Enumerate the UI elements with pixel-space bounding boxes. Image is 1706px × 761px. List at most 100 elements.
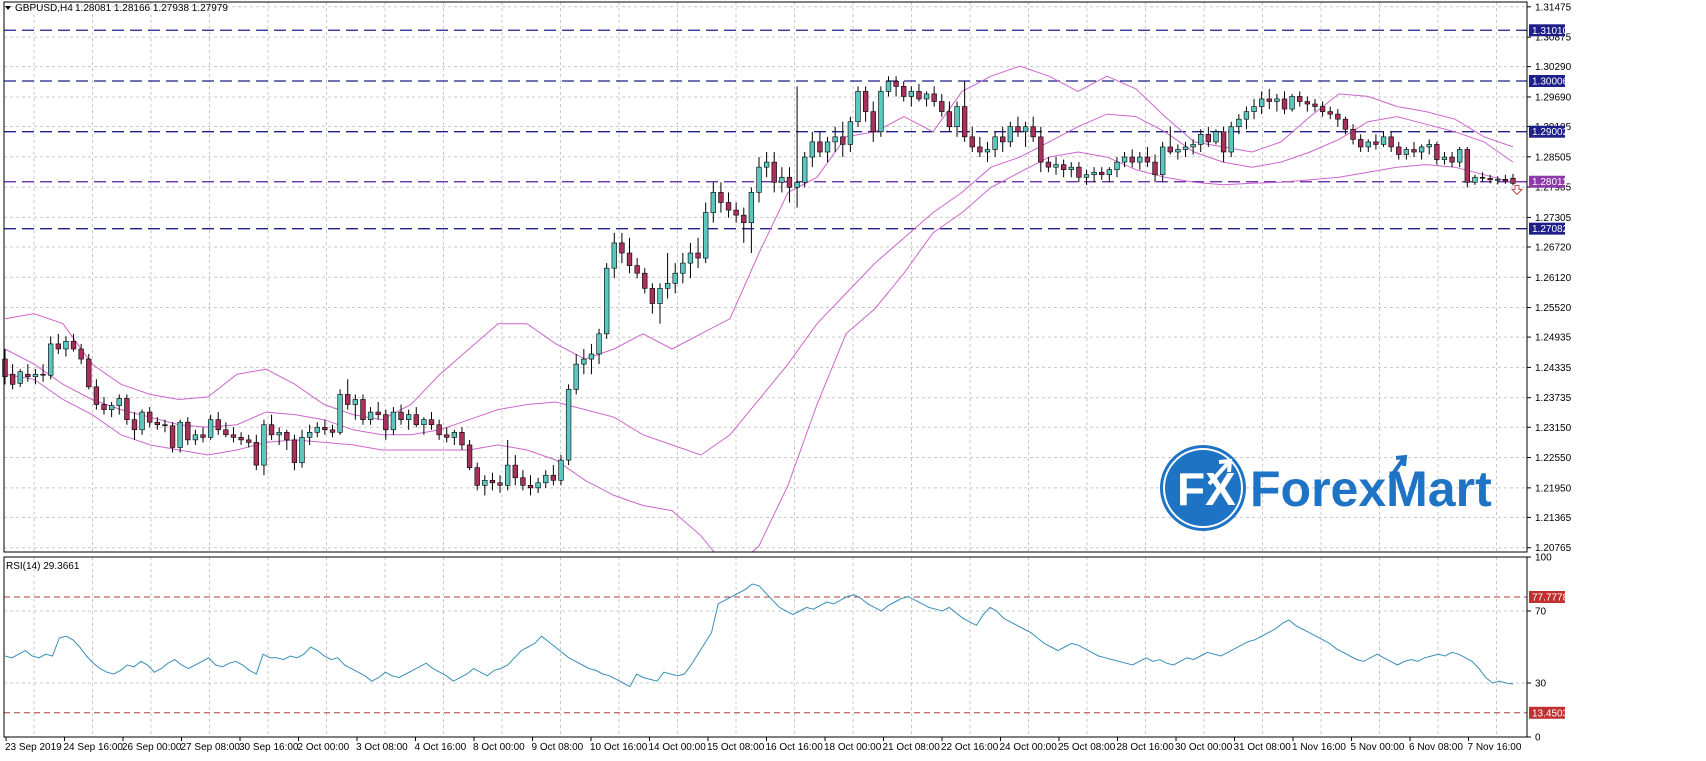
time-tick-label: 26 Sep 00:00 bbox=[122, 742, 182, 753]
candle-body-bear bbox=[162, 424, 168, 427]
time-tick-label: 24 Oct 00:00 bbox=[1000, 742, 1058, 753]
candle bbox=[86, 354, 92, 390]
candle-body-bull bbox=[604, 267, 610, 335]
candle-body-bull bbox=[1243, 111, 1250, 120]
time-tick-label: 30 Sep 16:00 bbox=[239, 742, 299, 753]
rsi-tick-label: 0 bbox=[1535, 733, 1541, 744]
candle bbox=[1502, 174, 1509, 184]
candle bbox=[1182, 141, 1189, 158]
candle bbox=[527, 475, 534, 496]
candle bbox=[1167, 126, 1173, 155]
candle-body-bear bbox=[870, 111, 876, 133]
candle-body-bear bbox=[329, 429, 336, 433]
candle bbox=[291, 434, 298, 471]
candle-body-bear bbox=[223, 429, 229, 436]
candle-body-bull bbox=[482, 479, 488, 486]
candle-body-bear bbox=[459, 432, 465, 446]
rsi-tick-label: 100 bbox=[1535, 553, 1552, 564]
candle bbox=[695, 237, 701, 269]
time-tick-label: 16 Oct 16:00 bbox=[766, 742, 824, 753]
current-price-arrow-icon bbox=[1510, 184, 1524, 196]
candle bbox=[1099, 167, 1105, 180]
candle bbox=[444, 427, 450, 443]
candle bbox=[40, 364, 46, 382]
candle-body-bull bbox=[885, 80, 892, 92]
candle-body-bear bbox=[619, 242, 625, 254]
candle bbox=[1091, 167, 1097, 183]
candle bbox=[558, 455, 564, 486]
candle-body-bull bbox=[1213, 131, 1219, 143]
candle-body-bear bbox=[1167, 146, 1173, 153]
candle-body-bear bbox=[1396, 146, 1402, 155]
symbol-dropdown-icon[interactable] bbox=[5, 6, 11, 10]
candle bbox=[939, 93, 945, 117]
candle bbox=[1213, 129, 1219, 145]
candle-body-bull bbox=[809, 141, 815, 158]
candle-body-bull bbox=[923, 93, 930, 100]
candle-body-bull bbox=[543, 474, 549, 484]
candle-body-bear bbox=[649, 288, 656, 304]
candle bbox=[169, 422, 176, 453]
candle bbox=[1175, 144, 1181, 160]
candle-body-bull bbox=[794, 182, 800, 188]
candle bbox=[1129, 149, 1135, 168]
time-tick-label: 3 Oct 08:00 bbox=[356, 742, 408, 753]
candle-body-bear bbox=[154, 421, 160, 426]
candle bbox=[1281, 91, 1288, 115]
candle-body-bear bbox=[1358, 139, 1364, 148]
candle-body-bull bbox=[855, 91, 861, 122]
candle bbox=[703, 202, 709, 264]
candle bbox=[299, 429, 305, 468]
level-badge bbox=[1529, 222, 1565, 235]
candle-body-bull bbox=[1403, 149, 1410, 155]
price-tick-label: 1.22550 bbox=[1535, 453, 1572, 464]
candle bbox=[93, 379, 100, 410]
candle bbox=[672, 263, 678, 294]
time-tick-label: 30 Oct 00:00 bbox=[1175, 742, 1233, 753]
candle-body-bull bbox=[847, 121, 854, 145]
candle bbox=[748, 187, 755, 254]
candle bbox=[1274, 93, 1280, 112]
candle bbox=[1251, 98, 1257, 120]
candle bbox=[771, 152, 777, 193]
time-tick-label: 27 Sep 08:00 bbox=[181, 742, 241, 753]
candle-body-bear bbox=[25, 373, 31, 378]
candle bbox=[817, 131, 823, 158]
candle bbox=[626, 237, 633, 274]
price-tick-label: 1.23735 bbox=[1535, 393, 1572, 404]
candle-body-bull bbox=[992, 136, 998, 150]
time-tick-label: 14 Oct 00:00 bbox=[649, 742, 707, 753]
candle-body-bear bbox=[2, 358, 8, 378]
price-tick-label: 1.20765 bbox=[1535, 543, 1572, 554]
candle bbox=[1121, 152, 1128, 168]
candle bbox=[1373, 134, 1379, 150]
candle-body-bull bbox=[192, 434, 199, 441]
candle bbox=[116, 394, 122, 415]
candle-body-bull bbox=[421, 419, 427, 426]
time-tick-label: 28 Oct 16:00 bbox=[1117, 742, 1175, 753]
candle bbox=[63, 336, 69, 357]
candle-body-bull bbox=[1182, 146, 1189, 150]
candle-body-bull bbox=[207, 419, 214, 438]
candle bbox=[139, 409, 145, 435]
time-tick-label: 5 Nov 00:00 bbox=[1351, 742, 1405, 753]
candle-body-bear bbox=[733, 209, 739, 216]
candle bbox=[1350, 124, 1356, 145]
candle bbox=[1053, 157, 1059, 175]
candles bbox=[2, 76, 1524, 496]
candle-body-bear bbox=[489, 479, 496, 484]
candle-body-bear bbox=[185, 421, 191, 441]
candle-body-bear bbox=[1152, 161, 1158, 176]
candle bbox=[611, 232, 617, 279]
candle bbox=[230, 427, 237, 443]
candle-body-bear bbox=[101, 404, 107, 410]
candle bbox=[108, 402, 115, 418]
candle bbox=[70, 333, 77, 352]
rsi-line bbox=[4, 583, 1514, 688]
candle bbox=[474, 462, 480, 491]
candle-body-bear bbox=[215, 419, 221, 431]
candle bbox=[162, 419, 168, 433]
candle bbox=[322, 419, 328, 435]
candle-body-bear bbox=[383, 414, 389, 431]
candle-body-bull bbox=[756, 166, 762, 193]
